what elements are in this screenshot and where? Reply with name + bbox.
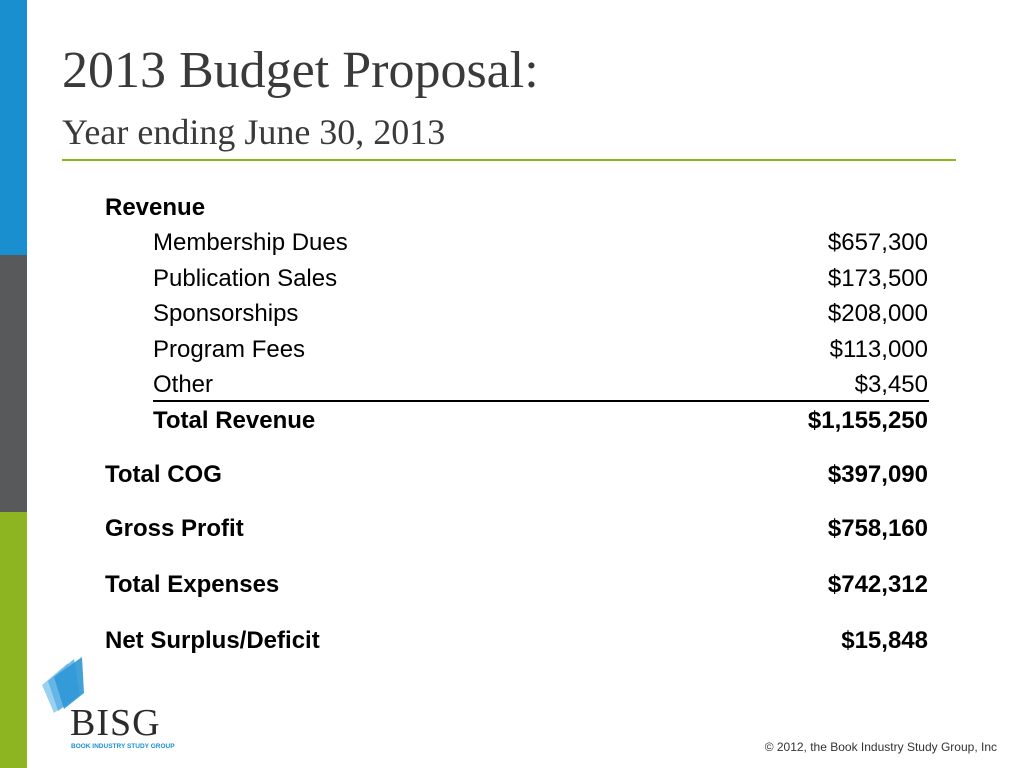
total-revenue-divider bbox=[153, 400, 929, 402]
copyright-footer: © 2012, the Book Industry Study Group, I… bbox=[764, 740, 997, 754]
revenue-row: Other $3,450 bbox=[0, 370, 1024, 400]
revenue-value: $173,500 bbox=[827, 265, 928, 292]
revenue-row: Sponsorships $208,000 bbox=[0, 299, 1024, 329]
revenue-label: Publication Sales bbox=[153, 265, 338, 292]
bisg-logo: BISG BOOK INDUSTRY STUDY GROUP bbox=[40, 655, 190, 755]
revenue-label: Other bbox=[153, 371, 214, 398]
summary-value: $15,848 bbox=[841, 627, 928, 654]
logo-tagline: BOOK INDUSTRY STUDY GROUP bbox=[71, 743, 175, 750]
summary-label: Net Surplus/Deficit bbox=[105, 627, 320, 654]
total-revenue-row: Total Revenue $1,155,250 bbox=[0, 406, 1024, 436]
summary-row-net-surplus: Net Surplus/Deficit $15,848 bbox=[0, 626, 1024, 656]
summary-row-total-cog: Total COG $397,090 bbox=[0, 460, 1024, 490]
revenue-value: $208,000 bbox=[827, 300, 928, 327]
book-pages-icon bbox=[42, 657, 84, 713]
summary-label: Gross Profit bbox=[105, 515, 244, 542]
slide-subtitle: Year ending June 30, 2013 bbox=[62, 112, 446, 152]
summary-value: $397,090 bbox=[827, 461, 928, 488]
total-revenue-value: $1,155,250 bbox=[807, 407, 928, 434]
title-underline bbox=[62, 159, 956, 161]
logo-wordmark: BISG bbox=[70, 702, 161, 744]
revenue-heading: Revenue bbox=[105, 194, 206, 221]
summary-row-total-expenses: Total Expenses $742,312 bbox=[0, 570, 1024, 600]
sidebar-color-bar bbox=[0, 0, 27, 768]
revenue-row: Publication Sales $173,500 bbox=[0, 264, 1024, 294]
summary-label: Total COG bbox=[105, 461, 222, 488]
sidebar-gray-segment bbox=[0, 255, 27, 512]
total-revenue-label: Total Revenue bbox=[153, 407, 316, 434]
revenue-value: $3,450 bbox=[854, 371, 928, 398]
revenue-row: Membership Dues $657,300 bbox=[0, 228, 1024, 258]
summary-row-gross-profit: Gross Profit $758,160 bbox=[0, 514, 1024, 544]
summary-value: $758,160 bbox=[827, 515, 928, 542]
summary-label: Total Expenses bbox=[105, 571, 280, 598]
revenue-value: $657,300 bbox=[827, 229, 928, 256]
revenue-row: Program Fees $113,000 bbox=[0, 335, 1024, 365]
revenue-label: Program Fees bbox=[153, 336, 306, 363]
revenue-label: Membership Dues bbox=[153, 229, 348, 256]
slide-title: 2013 Budget Proposal: bbox=[62, 42, 539, 99]
summary-value: $742,312 bbox=[827, 571, 928, 598]
revenue-heading-row: Revenue bbox=[0, 193, 1024, 223]
revenue-value: $113,000 bbox=[829, 336, 928, 363]
revenue-label: Sponsorships bbox=[153, 300, 299, 327]
sidebar-green-segment bbox=[0, 512, 27, 768]
sidebar-blue-segment bbox=[0, 0, 27, 255]
